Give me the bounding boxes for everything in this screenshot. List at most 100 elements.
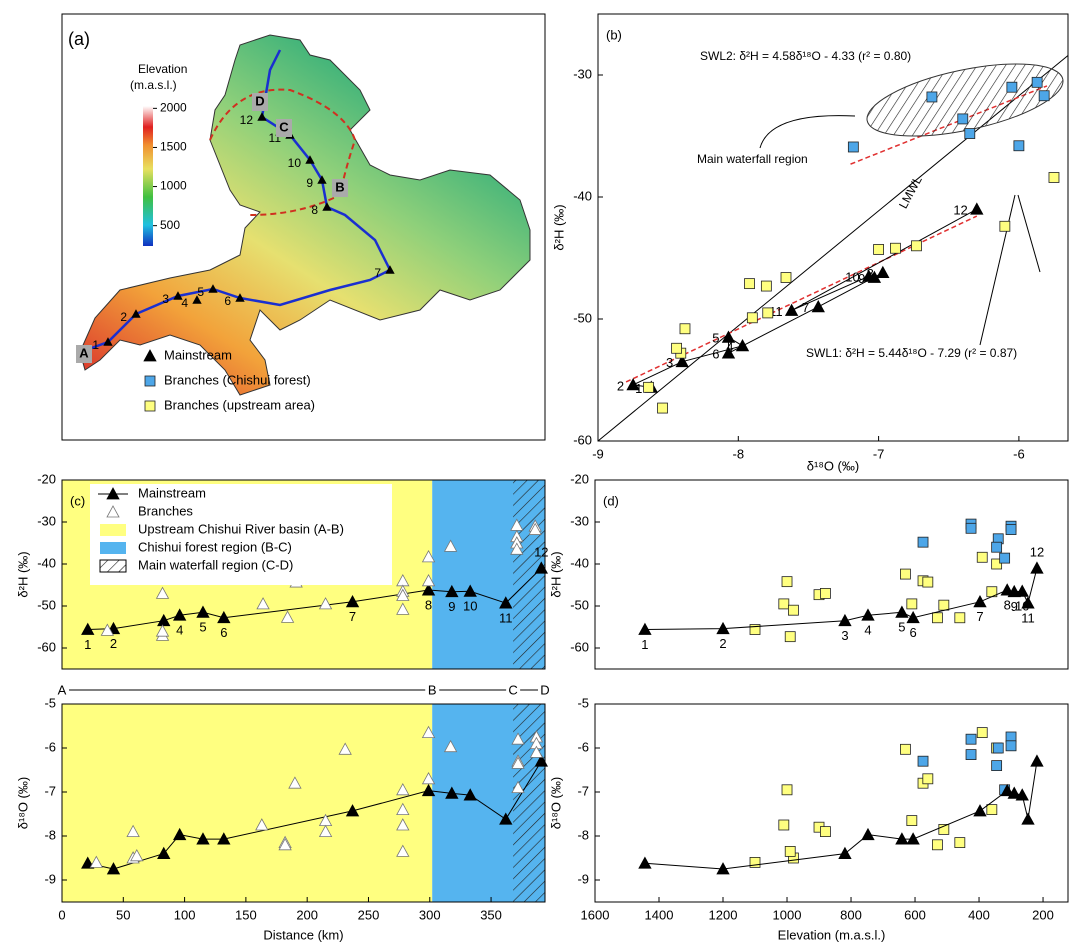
data-point: [680, 324, 690, 334]
colorbar-tick-label: 1500: [160, 140, 187, 154]
y-tick-label: -50: [573, 310, 592, 325]
data-point: [958, 114, 968, 124]
legend-swatch: [100, 542, 126, 554]
arrow: [980, 195, 1015, 345]
data-point: [896, 606, 908, 617]
y-tick-label: -9: [44, 871, 56, 886]
point-label: 7: [976, 609, 983, 624]
data-point: [1000, 553, 1010, 563]
y-tick-label: -30: [573, 66, 592, 81]
y-tick-label: -9: [577, 871, 589, 886]
data-point: [1039, 91, 1049, 101]
data-point: [785, 846, 795, 856]
data-point: [1006, 525, 1016, 535]
panel-label: (b): [606, 27, 622, 42]
data-point: [993, 743, 1003, 753]
data-point: [788, 605, 798, 615]
data-point: [927, 92, 937, 102]
map-point-label: 4: [181, 296, 188, 310]
x-tick-label: -9: [592, 446, 604, 461]
colorbar-tick-label: 1000: [160, 179, 187, 193]
data-point: [911, 241, 921, 251]
data-point: [955, 613, 965, 623]
x-tick-label: 50: [116, 907, 130, 922]
y-tick-label: -6: [577, 739, 589, 754]
x-tick-label: 1000: [773, 907, 802, 922]
point-label: 5: [898, 620, 905, 635]
y-tick-label: -20: [570, 471, 589, 486]
map-point-label: 2: [120, 310, 127, 324]
point-label: 2: [110, 636, 117, 651]
x-tick-label: 400: [968, 907, 990, 922]
data-point: [932, 613, 942, 623]
map-point-label: 10: [288, 156, 302, 170]
y-axis-label: δ²H (‰): [548, 551, 563, 597]
x-tick-label: 150: [235, 907, 257, 922]
data-point: [900, 744, 910, 754]
data-point: [1007, 82, 1017, 92]
site-label: D: [255, 93, 264, 108]
section-label: D: [540, 682, 549, 697]
map-label: (a): [68, 29, 90, 49]
data-point: [812, 301, 824, 312]
panel-label: (d): [603, 493, 619, 508]
data-point: [966, 734, 976, 744]
legend-label: Branches: [138, 503, 193, 518]
y-tick-label: -40: [570, 555, 589, 570]
data-point: [1049, 172, 1059, 182]
legend-swatch: [100, 560, 126, 572]
colorbar: [143, 106, 153, 246]
point-label: 8: [425, 597, 432, 612]
data-point: [900, 569, 910, 579]
section-label: B: [428, 682, 437, 697]
x-tick-label: 1600: [581, 907, 610, 922]
x-tick-label: -7: [873, 446, 885, 461]
x-tick-label: 1200: [709, 907, 738, 922]
x-tick-label: 250: [358, 907, 380, 922]
x-tick-label: 1400: [645, 907, 674, 922]
map-point-label: 1: [92, 338, 99, 352]
x-axis-label: Distance (km): [263, 927, 343, 942]
point-label: 5: [712, 331, 719, 346]
map-point-label: 8: [311, 203, 318, 217]
y-tick-label: -40: [573, 188, 592, 203]
y-tick-label: -60: [37, 639, 56, 654]
data-point: [779, 820, 789, 830]
data-point: [737, 340, 749, 351]
x-tick-label: 0: [58, 907, 65, 922]
data-point: [965, 129, 975, 139]
point-label: 6: [909, 625, 916, 640]
point-label: 4: [176, 623, 183, 638]
point-label: 6: [220, 625, 227, 640]
y-axis-label: δ²H (‰): [15, 551, 30, 597]
data-point: [820, 827, 830, 837]
data-point: [1031, 755, 1043, 766]
colorbar-unit: (m.a.s.l.): [130, 78, 177, 92]
legend-marker: [145, 376, 155, 386]
legend-label: Branches (Chishui forest): [164, 372, 311, 387]
data-point: [939, 600, 949, 610]
map-point-label: 6: [224, 294, 231, 308]
y-tick-label: -20: [37, 471, 56, 486]
data-point: [839, 848, 851, 859]
point-label: 1: [641, 637, 648, 652]
y-tick-label: -30: [37, 513, 56, 528]
data-point: [874, 244, 884, 254]
legend-label: Mainstream: [164, 347, 232, 362]
x-axis-label: δ¹⁸O (‰): [807, 458, 859, 473]
x-tick-label: -8: [733, 446, 745, 461]
annotation-arrow: [760, 116, 855, 148]
point-label: 7: [349, 609, 356, 624]
colorbar-tick-label: 500: [160, 218, 180, 232]
data-point: [745, 279, 755, 289]
point-label: 4: [726, 339, 733, 354]
data-point: [761, 281, 771, 291]
data-point: [785, 632, 795, 642]
x-tick-label: 100: [174, 907, 196, 922]
page: {"map": {"label": "(a)", "colorbar_title…: [0, 0, 1071, 948]
plot-frame: [595, 704, 1068, 902]
data-point: [782, 577, 792, 587]
map-point-label: 9: [306, 176, 313, 190]
y-tick-label: -5: [44, 695, 56, 710]
fit-line-label: SWL2: δ²H = 4.58δ¹⁸O - 4.33 (r² = 0.80): [700, 49, 911, 63]
